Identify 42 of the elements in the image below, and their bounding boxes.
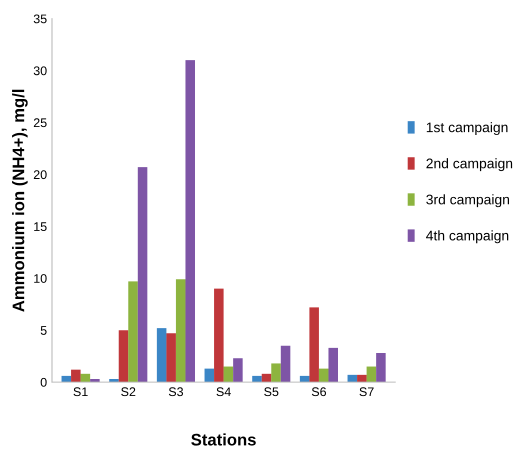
y-tick-label: 25 (34, 118, 47, 128)
bar (309, 307, 319, 382)
bar (224, 366, 234, 382)
bar (166, 333, 176, 382)
bar (80, 374, 90, 382)
bar (280, 346, 290, 382)
bar (204, 368, 214, 382)
x-tick-label: S1 (74, 387, 88, 396)
x-tick-label: S5 (264, 387, 278, 396)
x-axis-title: Stations (191, 433, 256, 446)
bar (118, 330, 128, 382)
y-tick-label: 20 (34, 170, 47, 180)
bar (262, 374, 272, 382)
bar (156, 328, 166, 382)
bar (271, 363, 281, 382)
bar (214, 288, 224, 382)
legend-label: 3rd campaign (426, 194, 510, 208)
bar (233, 358, 243, 382)
legend-label: 1st campaign (426, 122, 508, 136)
y-tick-label: 35 (34, 14, 47, 24)
legend-label: 2nd campaign (426, 158, 512, 172)
bar (328, 348, 338, 382)
bar (138, 167, 148, 382)
bar (376, 353, 386, 382)
bar (318, 368, 328, 382)
bar (185, 60, 195, 382)
x-tick-label: S2 (121, 387, 136, 396)
bar (128, 281, 138, 382)
bar (366, 366, 376, 382)
bar (176, 279, 186, 382)
y-tick-label: 0 (40, 378, 47, 387)
x-tick-label: S6 (312, 387, 326, 396)
y-tick-label: 5 (40, 326, 47, 335)
y-tick-label: 10 (34, 274, 47, 283)
x-tick-label: S7 (360, 387, 374, 396)
x-tick-label: S3 (168, 387, 184, 396)
legend-label: 4th campaign (426, 230, 508, 244)
x-tick-label: S4 (216, 387, 231, 396)
bar (71, 370, 81, 382)
y-tick-label: 15 (34, 222, 47, 231)
y-axis-title: Ammonium ion (NH4+), mg/l (12, 90, 28, 312)
y-tick-label: 30 (34, 66, 47, 76)
